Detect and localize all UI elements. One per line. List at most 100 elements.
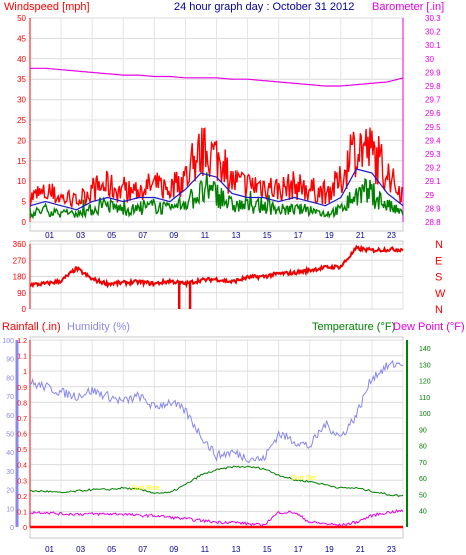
direction-tick-label: 180 — [13, 273, 27, 282]
barometer-tick-label: 29.6 — [425, 109, 441, 118]
temperature-title: Temperature (°F) — [312, 321, 395, 333]
x-tick-label: 17 — [294, 545, 303, 554]
x-tick-label: 23 — [387, 545, 396, 554]
barometer-tick-label: 30.1 — [425, 41, 441, 50]
x-tick-label: 09 — [169, 231, 178, 240]
compass-label: N — [435, 304, 443, 316]
rainfall-tick-label: 0.8 — [17, 400, 27, 407]
x-tick-label: 11 — [201, 545, 210, 554]
barometer-tick-label: 28.9 — [425, 204, 441, 213]
x-tick-label: 05 — [107, 545, 116, 554]
tick-labels: 0510152025303540455028.828.92929.129.229… — [2, 14, 446, 554]
humidity-tick-label: 10 — [6, 506, 14, 513]
x-tick-label: 19 — [325, 545, 334, 554]
temperature-tick-label: 40 — [419, 509, 427, 516]
barometer-tick-label: 29.8 — [425, 82, 441, 91]
humidity-tick-label: 100 — [2, 338, 14, 345]
sun-marker-label: Sun Rise — [132, 485, 161, 492]
x-tick-label: 15 — [263, 231, 272, 240]
x-tick-label: 21 — [356, 545, 365, 554]
rainfall-tick-label: 0.3 — [17, 478, 27, 485]
barometer-tick-label: 29.5 — [425, 123, 441, 132]
x-tick-label: 19 — [325, 231, 334, 240]
temperature-line — [30, 465, 404, 497]
temperature-tick-label: 120 — [419, 379, 431, 386]
temperature-tick-label: 110 — [419, 395, 430, 402]
windspeed-tick-label: 15 — [17, 157, 26, 166]
rainfall-tick-label: 0 — [23, 525, 27, 532]
x-tick-label: 05 — [107, 231, 116, 240]
windspeed-tick-label: 40 — [17, 55, 26, 64]
windspeed-tick-label: 0 — [22, 218, 27, 227]
temperature-tick-label: 80 — [419, 444, 427, 451]
wind-low-line — [29, 172, 404, 220]
humidity-tick-label: 80 — [6, 375, 14, 382]
compass-label: S — [435, 272, 442, 284]
barometer-title: Barometer [.in] — [372, 1, 444, 13]
temperature-tick-label: 70 — [419, 460, 427, 467]
x-tick-label: 01 — [45, 231, 54, 240]
humidity-tick-label: 70 — [6, 394, 14, 401]
windspeed-tick-label: 20 — [17, 136, 26, 145]
x-tick-label: 07 — [138, 231, 147, 240]
x-tick-label: 17 — [294, 231, 303, 240]
barometer-line — [30, 67, 404, 87]
rainfall-tick-label: 0.1 — [17, 509, 27, 516]
temperature-tick-label: 140 — [419, 346, 431, 353]
temperature-tick-label: 60 — [419, 476, 427, 483]
dewpoint-title: Dew Point (°F) — [393, 321, 465, 333]
barometer-tick-label: 29.3 — [425, 150, 441, 159]
x-tick-label: 13 — [232, 231, 241, 240]
windspeed-tick-label: 45 — [17, 34, 26, 43]
windspeed-tick-label: 30 — [17, 96, 26, 105]
rainfall-tick-label: 0.6 — [17, 432, 27, 439]
x-tick-label: 13 — [232, 545, 241, 554]
direction-tick-label: 90 — [17, 289, 26, 298]
compass-label: W — [435, 288, 446, 300]
compass-label: N — [435, 239, 443, 251]
barometer-tick-label: 29.4 — [425, 136, 441, 145]
wind-average-line — [29, 168, 404, 211]
humidity-tick-label: 0 — [10, 525, 14, 532]
humidity-tick-label: 90 — [6, 357, 14, 364]
rainfall-tick-label: 0.2 — [17, 494, 27, 501]
humidity-title: Humidity (%) — [67, 321, 130, 333]
x-tick-label: 03 — [76, 545, 85, 554]
rainfall-tick-label: 0.4 — [17, 463, 27, 470]
barometer-tick-label: 28.8 — [425, 218, 441, 227]
barometer-tick-label: 29 — [425, 191, 434, 200]
humidity-line — [29, 359, 404, 464]
windspeed-tick-label: 10 — [17, 177, 26, 186]
series-layer — [29, 67, 404, 529]
x-tick-label: 09 — [169, 545, 178, 554]
windspeed-tick-label: 50 — [17, 14, 26, 23]
windspeed-tick-label: 5 — [22, 198, 27, 207]
rainfall-tick-label: 0.5 — [17, 447, 27, 454]
barometer-tick-label: 29.7 — [425, 96, 441, 105]
rainfall-tick-label: 0.9 — [17, 385, 27, 392]
barometer-tick-label: 30.3 — [425, 14, 441, 23]
x-tick-label: 11 — [201, 231, 210, 240]
windspeed-tick-label: 25 — [17, 116, 26, 125]
windspeed-tick-label: 35 — [17, 75, 26, 84]
direction-tick-label: 0 — [22, 305, 27, 314]
humidity-tick-label: 60 — [6, 413, 14, 420]
rainfall-tick-label: 1.2 — [17, 338, 27, 345]
temperature-tick-label: 90 — [419, 427, 427, 434]
x-tick-label: 03 — [76, 231, 85, 240]
wind-direction-line — [29, 244, 404, 289]
temperature-tick-label: 130 — [419, 362, 431, 369]
x-tick-label: 23 — [387, 231, 396, 240]
chart-title: 24 hour graph day : October 31 2012 — [174, 1, 354, 13]
barometer-tick-label: 30 — [425, 55, 434, 64]
temperature-tick-label: 100 — [419, 411, 431, 418]
x-tick-label: 15 — [263, 545, 272, 554]
compass-label: E — [435, 255, 442, 267]
humidity-tick-label: 40 — [6, 450, 14, 457]
barometer-tick-label: 29.9 — [425, 68, 441, 77]
temperature-tick-label: 50 — [419, 492, 427, 499]
rainfall-tick-label: 1 — [23, 369, 27, 376]
direction-tick-label: 270 — [13, 256, 27, 265]
barometer-tick-label: 29.1 — [425, 177, 441, 186]
